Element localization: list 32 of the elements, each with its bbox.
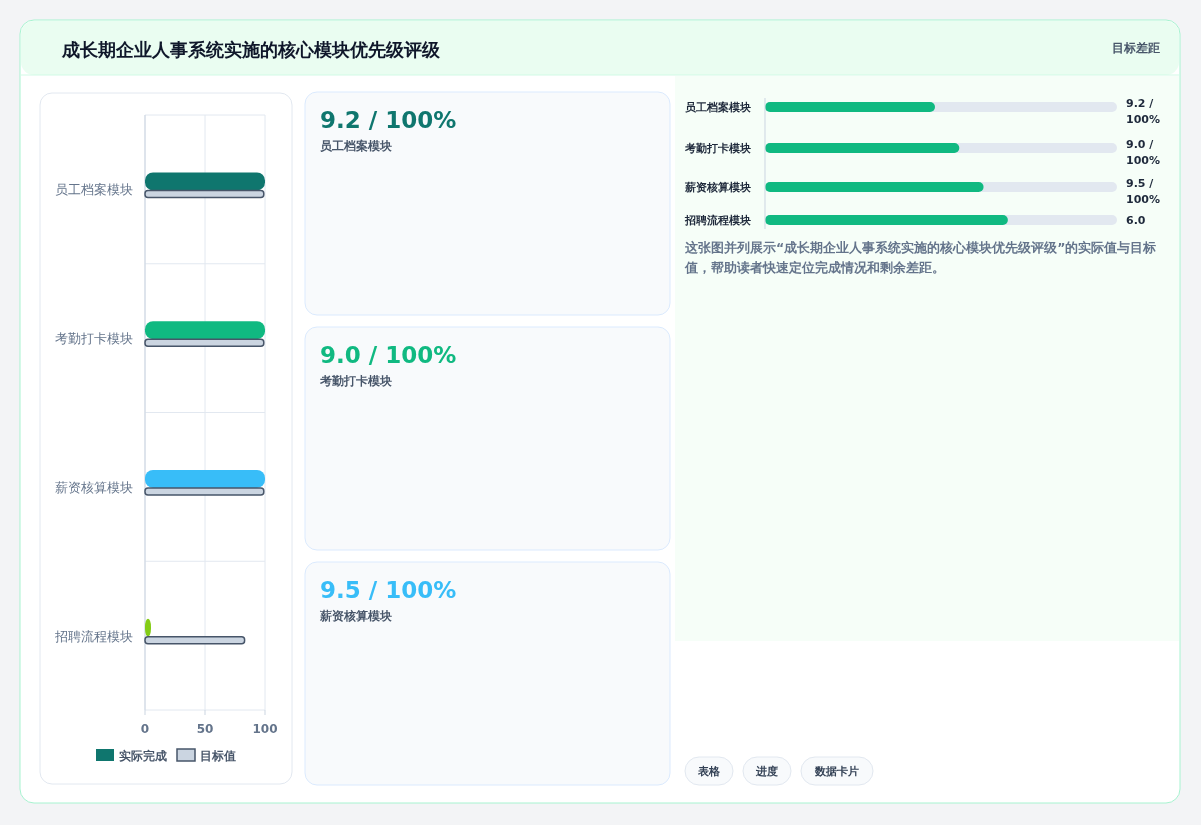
y-tick-label: 考勤打卡模块: [684, 142, 751, 155]
x-tick-label: 100: [252, 722, 278, 736]
text: 成长期企业人事系统实施的核心模块优先级评级: [61, 39, 441, 60]
text: 9.2 / 100%: [1126, 97, 1160, 126]
bar: [145, 321, 265, 340]
text: 这张图并列展示“成长期企业人事系统实施的核心模块优先级评级”的实际值与目标值，帮助读者快速定位完成情况和剩余差距。: [685, 240, 1157, 275]
x-tick-label: 0: [140, 722, 150, 736]
y-tick-label: 员工档案模块: [685, 101, 751, 114]
y-tick-label: 考勤打卡模块: [55, 331, 133, 347]
text: 9.0 / 100%: [1126, 138, 1160, 167]
y-tick-label: 薪资核算模块: [55, 479, 133, 495]
text: 进度: [755, 765, 778, 778]
text: 9.0 / 100%: [320, 342, 457, 368]
x-tick-label: 50: [196, 722, 214, 736]
legend-label: 目标值: [200, 749, 236, 763]
y-tick-label: 招聘流程模块: [54, 628, 133, 644]
text: 表格: [697, 765, 721, 778]
y-tick-label: 员工档案模块: [55, 182, 133, 198]
text: 员工档案模块: [320, 139, 392, 153]
y-tick-label: 招聘流程模块: [684, 214, 751, 227]
text: 9.2 / 100%: [320, 107, 457, 133]
bar: [145, 172, 265, 191]
text: 6.0: [1126, 214, 1146, 227]
text: 薪资核算模块: [319, 609, 392, 623]
text: 目标差距: [1112, 41, 1160, 55]
legend-label: 实际完成: [119, 749, 167, 763]
text: 9.5 / 100%: [1126, 177, 1160, 206]
text: 9.5 / 100%: [320, 577, 457, 603]
text: 数据卡片: [814, 765, 859, 778]
y-tick-label: 薪资核算模块: [684, 181, 751, 194]
text: 考勤打卡模块: [319, 374, 392, 388]
bar: [145, 469, 265, 488]
